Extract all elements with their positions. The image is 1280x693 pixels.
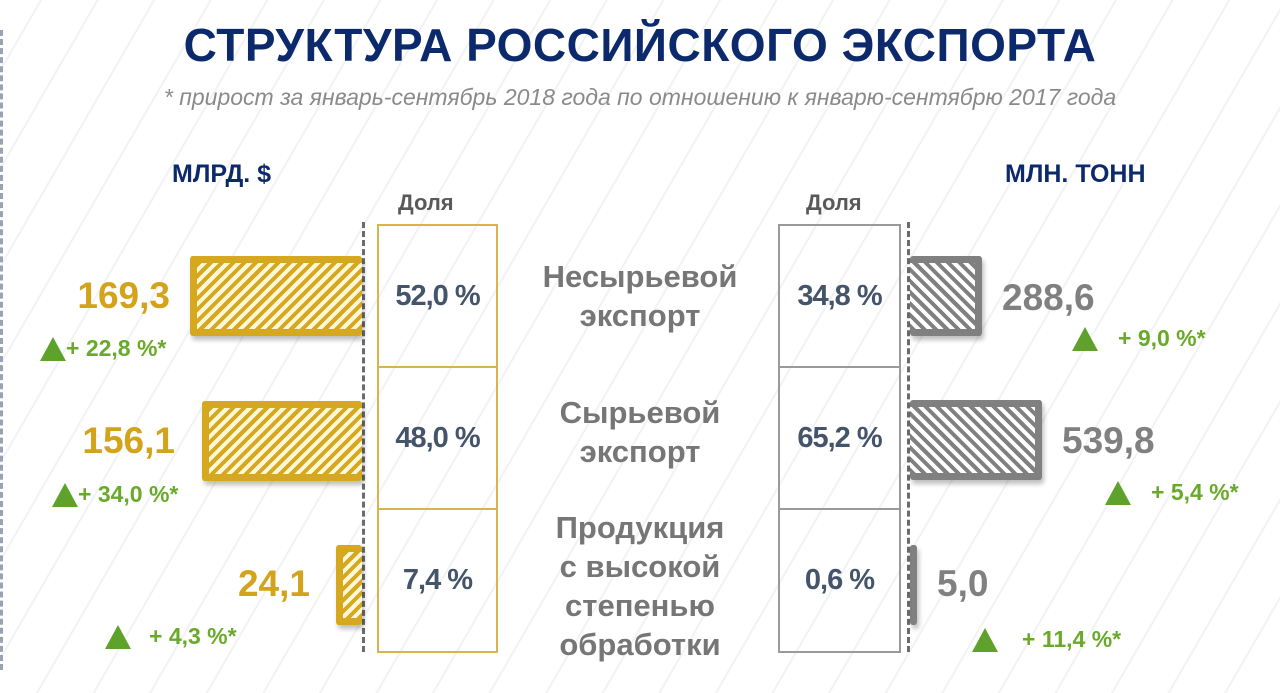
- bar-usd-raw: [202, 401, 362, 481]
- right-share-header: Доля: [806, 190, 862, 215]
- growth-tonnes-raw: + 5,4 %*: [1105, 479, 1239, 506]
- left-share-box-raw: 48,0 %: [377, 366, 498, 510]
- right-unit-label: МЛН. ТОНН: [1005, 160, 1146, 188]
- bar-tonnes-nonraw: [910, 256, 982, 336]
- up-triangle-icon: [40, 336, 66, 361]
- bar-usd-hightech: [336, 545, 362, 625]
- growth-tonnes-nonraw: + 9,0 %*: [1072, 325, 1206, 352]
- category-raw-export: Сырьевой экспорт: [559, 395, 721, 469]
- right-share-box-raw: 65,2 %: [778, 366, 901, 510]
- growth-tonnes-hightech: + 11,4 %*: [972, 626, 1121, 653]
- up-triangle-icon: [52, 482, 78, 507]
- left-edge-divider: [0, 30, 3, 670]
- left-share-box-hightech: 7,4 %: [377, 508, 498, 653]
- right-axis-line: [907, 222, 910, 652]
- growth-usd-raw: + 34,0 %*: [52, 481, 178, 508]
- right-share-box-hightech: 0,6 %: [778, 508, 901, 653]
- value-usd-hightech: 24,1: [237, 563, 310, 604]
- category-high-processing: Продукция с высокой степенью обработки: [555, 510, 725, 662]
- bar-tonnes-raw: [910, 400, 1042, 480]
- share-value: 65,2 %: [797, 421, 882, 454]
- left-share-box-nonraw: 52,0 %: [377, 224, 498, 368]
- value-usd-nonraw: 169,3: [77, 275, 170, 316]
- value-usd-raw: 156,1: [82, 420, 175, 461]
- page-title: СТРУКТУРА РОССИЙСКОГО ЭКСПОРТА: [183, 19, 1097, 71]
- value-tonnes-hightech: 5,0: [937, 563, 989, 604]
- share-value: 34,8 %: [797, 279, 882, 312]
- up-triangle-icon: [105, 624, 131, 649]
- left-unit-label: МЛРД. $: [172, 160, 272, 188]
- share-value: 0,6 %: [804, 564, 875, 596]
- value-tonnes-raw: 539,8: [1062, 420, 1155, 461]
- up-triangle-icon: [1072, 326, 1098, 351]
- up-triangle-icon: [972, 627, 998, 652]
- left-axis-line: [362, 222, 365, 652]
- category-nonraw-export: Несырьевой экспорт: [542, 259, 738, 333]
- value-tonnes-nonraw: 288,6: [1002, 277, 1095, 318]
- footnote-subtitle: * прирост за январь-сентябрь 2018 года п…: [163, 84, 1117, 110]
- share-value: 7,4 %: [402, 564, 473, 596]
- bar-usd-nonraw: [190, 256, 362, 336]
- bar-tonnes-hightech: [910, 545, 917, 625]
- left-share-header: Доля: [398, 190, 454, 215]
- up-triangle-icon: [1105, 480, 1131, 505]
- growth-usd-nonraw: + 22,8 %*: [40, 335, 166, 362]
- share-value: 48,0 %: [395, 421, 480, 454]
- share-value: 52,0 %: [395, 279, 480, 312]
- right-share-box-nonraw: 34,8 %: [778, 224, 901, 368]
- growth-usd-hightech: + 4,3 %*: [105, 623, 237, 650]
